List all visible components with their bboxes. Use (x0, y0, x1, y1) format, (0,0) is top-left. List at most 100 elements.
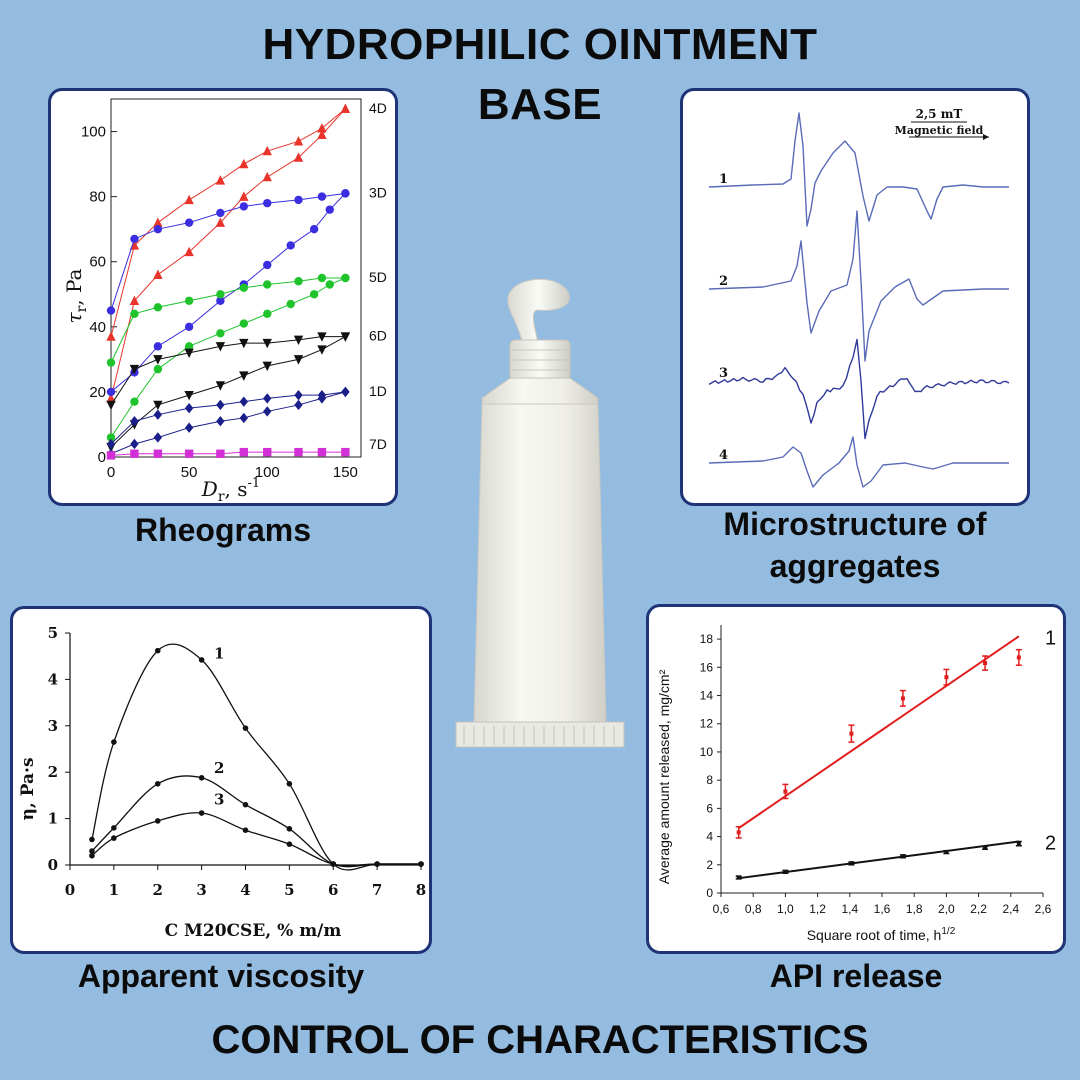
series-3D: 3D (106, 184, 387, 397)
x-tick-label: 1,8 (906, 902, 923, 916)
rheograms-y-label: τr, Pa (62, 268, 90, 323)
data-point (317, 129, 327, 139)
viscosity-caption: Apparent viscosity (77, 958, 365, 994)
series-5D: 5D (106, 269, 387, 442)
data-point (239, 158, 249, 169)
series-line (91, 812, 422, 867)
data-point (153, 400, 163, 411)
scale-bar-label: 2,5 mT (916, 107, 963, 121)
data-point (317, 345, 327, 355)
series-label: 4D (369, 100, 387, 116)
data-point (106, 433, 116, 442)
data-point (736, 875, 741, 880)
data-point (239, 338, 249, 349)
series-label: 3 (214, 791, 224, 809)
y-tick-label: 8 (706, 773, 713, 787)
epr-spectra-plot-area: 1 2 3 4 (708, 112, 1010, 488)
series-1: 1 (735, 627, 1056, 839)
data-point (130, 438, 139, 450)
release-y-label: Average amount released, mg/cm² (656, 669, 672, 884)
data-point (239, 283, 249, 292)
data-point (418, 861, 424, 867)
data-point (111, 739, 117, 745)
y-tick-label: 40 (89, 319, 106, 336)
data-point (129, 364, 140, 375)
tube-shoulder (481, 377, 599, 406)
ointment-swirl (507, 278, 570, 343)
data-point (340, 332, 351, 342)
ointment-tube-icon (455, 278, 625, 748)
series-line (91, 775, 422, 868)
data-point (286, 826, 293, 832)
data-point (900, 696, 905, 701)
data-point (900, 854, 905, 859)
data-point (293, 355, 304, 365)
spectrum-label: 2 (719, 274, 728, 289)
data-point (286, 241, 295, 250)
series-line (110, 193, 346, 393)
data-point (983, 661, 988, 666)
viscosity-y-label: η, Pa·s (18, 757, 38, 820)
data-point (325, 205, 334, 214)
data-point (294, 399, 303, 411)
data-point (216, 296, 225, 305)
series-line (110, 108, 346, 337)
y-tick-label: 4 (48, 670, 58, 688)
viscosity-x-label: C M20CSE, % m/m (165, 921, 342, 941)
data-point (849, 861, 854, 866)
x-tick-label: 50 (181, 464, 198, 481)
data-point (153, 449, 163, 458)
data-point (153, 432, 163, 443)
data-point (153, 342, 163, 351)
data-point (198, 774, 205, 781)
microstructure-caption-line2: aggregates (769, 548, 941, 584)
data-point (294, 277, 303, 286)
y-tick-label: 0 (706, 886, 713, 900)
release-panel: 0,6 0,8 1,0 1,2 1,4 1,6 1,8 2,0 2,2 2,4 2,6 0 2 4 6 8 10… (646, 604, 1066, 954)
series-1D: 1D (106, 383, 387, 459)
data-point (106, 306, 116, 315)
data-point (293, 152, 304, 162)
y-tick-label: 14 (700, 689, 714, 703)
data-point (286, 299, 295, 309)
data-point (184, 422, 194, 433)
data-point (216, 329, 225, 338)
data-point (216, 399, 225, 411)
data-point (317, 192, 327, 201)
data-point (239, 191, 249, 201)
series-2: 2 (735, 833, 1056, 880)
data-point (184, 402, 194, 414)
series-label: 2 (214, 759, 224, 777)
y-tick-label: 6 (706, 801, 713, 815)
series-line (110, 336, 346, 406)
rheograms-plot-area: 0 50 100 150 0 20 40 60 80 100 4D 3D 5D 6D 1D 7D (81, 98, 387, 481)
y-tick-label: 3 (48, 717, 58, 735)
data-point (330, 861, 337, 867)
series-label: 5D (369, 269, 387, 285)
tube-body (473, 403, 607, 723)
data-point (106, 451, 116, 460)
data-point (1016, 655, 1021, 660)
data-point (106, 387, 116, 397)
data-point (215, 342, 226, 352)
data-point (317, 332, 327, 342)
series-line (110, 336, 346, 448)
spectrum-line (708, 210, 1009, 362)
y-tick-label: 2 (48, 763, 58, 781)
series-2: 2 (89, 759, 424, 868)
data-point (89, 848, 95, 854)
data-point (130, 309, 139, 318)
x-tick-label: 1 (109, 881, 119, 899)
x-tick-label: 8 (416, 881, 426, 899)
release-chart: 0,6 0,8 1,0 1,2 1,4 1,6 1,8 2,0 2,2 2,4 2,6 0 2 4 6 8 10… (656, 625, 1056, 943)
data-point (242, 801, 249, 808)
rheograms-x-label: Dr, s-1 (201, 476, 260, 503)
data-point (154, 818, 161, 824)
y-tick-label: 60 (89, 254, 106, 271)
data-point (184, 348, 194, 359)
data-point (783, 789, 788, 794)
data-point (184, 194, 194, 205)
data-point (944, 675, 949, 680)
viscosity-chart: 0 1 2 3 4 5 6 7 8 0 1 2 3 4 5 1 2 3 η, Pa·s C M20CSE, % m… (18, 624, 426, 941)
data-point (242, 827, 249, 833)
